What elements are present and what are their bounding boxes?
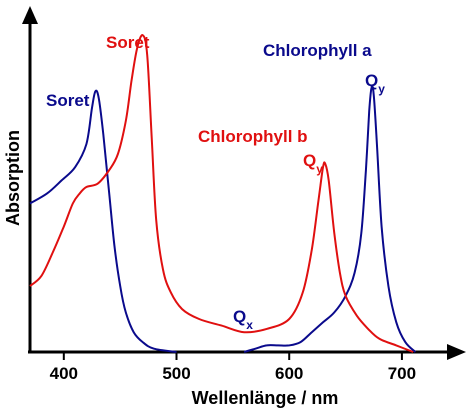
- annotation-qy-a-main: Q: [365, 71, 378, 90]
- annotation-soret-a: Soret: [46, 91, 90, 110]
- series-line-chlorophyll-a-1: [243, 85, 417, 353]
- x-tick-label-400: 400: [50, 364, 78, 383]
- series-line-chlorophyll-b-2: [29, 34, 414, 353]
- y-axis: [22, 6, 38, 352]
- x-axis: [28, 344, 466, 360]
- annotation-qy-b: Qy: [303, 151, 323, 176]
- annotation-qx-a-sub: x: [246, 318, 253, 332]
- x-axis-ticks: 400 500 600 700: [50, 352, 416, 383]
- annotation-qy-a-sub: y: [378, 82, 385, 96]
- annotation-chlorophyll-b: Chlorophyll b: [198, 127, 308, 146]
- y-axis-label: Absorption: [3, 130, 23, 226]
- annotation-qy-a: Qy: [365, 71, 385, 96]
- x-axis-arrowhead: [447, 344, 466, 360]
- x-tick-label-600: 600: [275, 364, 303, 383]
- annotation-soret-b: Soret: [106, 33, 150, 52]
- y-axis-arrowhead: [22, 6, 38, 24]
- x-tick-label-500: 500: [162, 364, 190, 383]
- annotation-qx-a: Qx: [233, 307, 253, 332]
- series-group: [29, 34, 417, 353]
- x-axis-label: Wellenlänge / nm: [192, 388, 339, 408]
- annotation-chlorophyll-a: Chlorophyll a: [263, 41, 372, 60]
- annotation-qx-a-main: Q: [233, 307, 246, 326]
- annotation-qy-b-main: Q: [303, 151, 316, 170]
- x-tick-label-700: 700: [388, 364, 416, 383]
- series-line-chlorophyll-a-0: [29, 89, 177, 353]
- annotation-qy-b-sub: y: [316, 162, 323, 176]
